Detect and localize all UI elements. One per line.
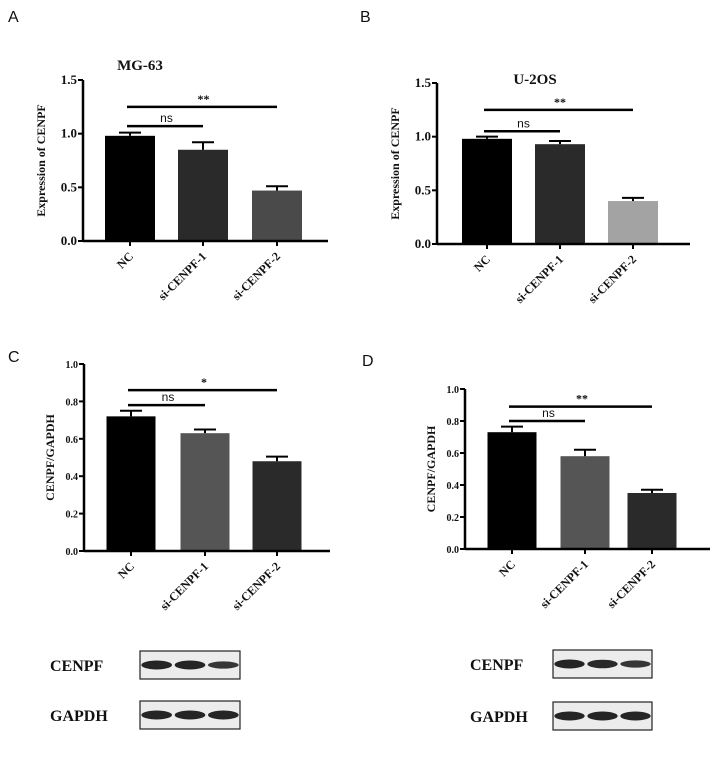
- blot-band: [174, 660, 206, 670]
- significance-label: **: [576, 392, 588, 406]
- chart-title: U-2OS: [513, 72, 556, 88]
- x-tick-label: si-CENPF-2: [229, 249, 283, 303]
- significance-label: ns: [542, 406, 555, 420]
- significance-label: ns: [162, 390, 175, 404]
- western-blot-c: CENPF GAPDH: [50, 650, 241, 730]
- y-tick-label: 0.4: [447, 481, 460, 492]
- y-tick-label: 0.4: [66, 472, 79, 483]
- blot-band: [620, 711, 651, 721]
- y-tick-label: 0.6: [66, 435, 79, 446]
- significance-label: **: [198, 92, 210, 106]
- significance-label: ns: [160, 111, 173, 125]
- blot-label: CENPF: [470, 657, 524, 674]
- x-tick-label: NC: [496, 557, 518, 579]
- significance-label: *: [201, 375, 207, 389]
- y-tick-label: 0.8: [447, 417, 460, 428]
- y-axis-label: Expression of CENPF: [388, 107, 402, 219]
- blot-band: [141, 660, 173, 670]
- bar-si-cenpf-2: [252, 461, 302, 551]
- bar-si-cenpf-2: [252, 190, 302, 241]
- significance-label: ns: [517, 116, 530, 130]
- x-tick-label: si-CENPF-2: [604, 557, 658, 611]
- y-tick-label: 1.0: [447, 385, 460, 396]
- x-tick-label: si-CENPF-1: [155, 249, 209, 303]
- x-tick-label: si-CENPF-2: [585, 252, 639, 306]
- y-tick-label: 1.5: [415, 75, 432, 90]
- x-tick-label: si-CENPF-1: [512, 252, 566, 306]
- blot-band: [587, 711, 618, 721]
- y-tick-label: 0.0: [66, 547, 79, 558]
- chart-panel-c: C NC si-CENPF-1 si-CENPF-2 0.0 0.2 0.4 0.6 0.8 1.…: [8, 349, 330, 613]
- y-tick-label: 1.5: [61, 72, 78, 87]
- x-tick-label: si-CENPF-1: [157, 559, 211, 613]
- bar-si-cenpf-1: [560, 456, 610, 549]
- y-tick-label: 0.8: [66, 397, 79, 408]
- significance-label: **: [554, 95, 566, 109]
- y-tick-label: 1.0: [66, 360, 79, 371]
- chart-panel-d: D NC si-CENPF-1 si-CENPF-2 0.0 0.2 0.4 0.6 0.8 1.…: [362, 353, 710, 611]
- chart-panel-a: A MG-63 NC si-CENPF-1 si-CENPF-2 0.0 0.5 1.0 1.5…: [8, 9, 328, 303]
- y-tick-label: 0.6: [447, 449, 460, 460]
- blot-label: GAPDH: [50, 708, 108, 725]
- y-tick-label: 1.0: [415, 129, 431, 144]
- panel-letter: A: [8, 9, 19, 26]
- y-tick-label: 0.0: [447, 545, 460, 556]
- blot-band: [620, 660, 651, 668]
- bar-nc: [105, 135, 155, 241]
- bar-nc: [462, 138, 512, 244]
- bar-si-cenpf-1: [180, 433, 230, 551]
- y-tick-label: 0.2: [66, 510, 79, 521]
- y-axis-label: CENPF/GAPDH: [43, 414, 57, 501]
- bar-si-cenpf-2: [627, 493, 677, 549]
- blot-band: [554, 711, 585, 721]
- x-tick-label: si-CENPF-2: [229, 559, 283, 613]
- panel-letter: C: [8, 349, 20, 366]
- y-tick-label: 0.2: [447, 513, 460, 524]
- blot-label: CENPF: [50, 658, 104, 675]
- y-tick-label: 1.0: [61, 126, 77, 141]
- x-tick-label: NC: [115, 559, 137, 581]
- blot-band: [208, 661, 239, 669]
- y-tick-label: 0.0: [61, 233, 77, 248]
- y-tick-label: 0.5: [61, 179, 78, 194]
- bar-si-cenpf-1: [178, 149, 228, 241]
- chart-panel-b: B U-2OS NC si-CENPF-1 si-CENPF-2 0.0 0.5 1.0 1.5…: [360, 9, 690, 306]
- blot-band: [141, 710, 173, 720]
- panel-letter: B: [360, 9, 371, 26]
- bar-nc: [487, 432, 537, 549]
- blot-label: GAPDH: [470, 709, 528, 726]
- blot-band: [587, 659, 618, 669]
- blot-band: [554, 659, 585, 669]
- panel-letter: D: [362, 353, 374, 370]
- x-tick-label: NC: [114, 249, 136, 271]
- x-tick-label: NC: [471, 252, 493, 274]
- western-blot-d: CENPF GAPDH: [470, 649, 653, 731]
- bar-si-cenpf-2: [608, 201, 658, 244]
- blot-band: [208, 710, 239, 720]
- y-axis-label: CENPF/GAPDH: [424, 425, 438, 512]
- chart-title: MG-63: [117, 58, 163, 74]
- x-tick-label: si-CENPF-1: [537, 557, 591, 611]
- y-tick-label: 0.5: [415, 182, 432, 197]
- blot-band: [174, 710, 206, 720]
- bar-si-cenpf-1: [535, 144, 585, 244]
- bar-nc: [106, 416, 156, 551]
- y-axis-label: Expression of CENPF: [34, 104, 48, 216]
- y-tick-label: 0.0: [415, 236, 431, 251]
